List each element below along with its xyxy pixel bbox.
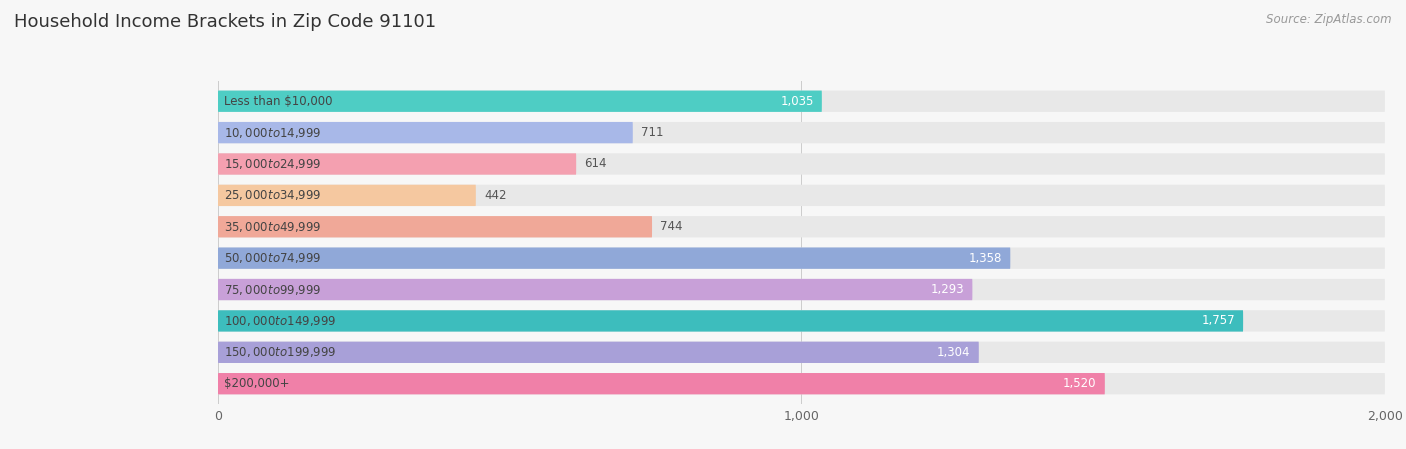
Text: 744: 744 (661, 220, 683, 233)
FancyBboxPatch shape (218, 185, 1385, 206)
FancyBboxPatch shape (218, 279, 1385, 300)
FancyBboxPatch shape (218, 185, 475, 206)
Text: 711: 711 (641, 126, 664, 139)
FancyBboxPatch shape (218, 91, 1385, 112)
FancyBboxPatch shape (218, 342, 979, 363)
FancyBboxPatch shape (218, 247, 1011, 269)
FancyBboxPatch shape (218, 310, 1385, 332)
FancyBboxPatch shape (218, 342, 1385, 363)
Text: 442: 442 (484, 189, 506, 202)
Text: $75,000 to $99,999: $75,000 to $99,999 (224, 282, 321, 296)
Text: Less than $10,000: Less than $10,000 (224, 95, 332, 108)
Text: $35,000 to $49,999: $35,000 to $49,999 (224, 220, 321, 234)
Text: 1,304: 1,304 (938, 346, 970, 359)
Text: 1,293: 1,293 (931, 283, 965, 296)
FancyBboxPatch shape (218, 373, 1105, 394)
FancyBboxPatch shape (218, 153, 1385, 175)
Text: $150,000 to $199,999: $150,000 to $199,999 (224, 345, 336, 359)
Text: $100,000 to $149,999: $100,000 to $149,999 (224, 314, 336, 328)
FancyBboxPatch shape (218, 122, 633, 143)
Text: $200,000+: $200,000+ (224, 377, 290, 390)
Text: $15,000 to $24,999: $15,000 to $24,999 (224, 157, 321, 171)
FancyBboxPatch shape (218, 279, 973, 300)
FancyBboxPatch shape (218, 91, 823, 112)
Text: 1,035: 1,035 (780, 95, 814, 108)
FancyBboxPatch shape (218, 216, 1385, 238)
FancyBboxPatch shape (218, 247, 1385, 269)
Text: $25,000 to $34,999: $25,000 to $34,999 (224, 189, 321, 202)
Text: 1,358: 1,358 (969, 251, 1002, 264)
FancyBboxPatch shape (218, 310, 1243, 332)
Text: Household Income Brackets in Zip Code 91101: Household Income Brackets in Zip Code 91… (14, 13, 436, 31)
FancyBboxPatch shape (218, 122, 1385, 143)
FancyBboxPatch shape (218, 216, 652, 238)
FancyBboxPatch shape (218, 153, 576, 175)
FancyBboxPatch shape (218, 373, 1385, 394)
Text: 614: 614 (585, 158, 607, 171)
Text: 1,757: 1,757 (1201, 314, 1234, 327)
Text: $50,000 to $74,999: $50,000 to $74,999 (224, 251, 321, 265)
Text: 1,520: 1,520 (1063, 377, 1097, 390)
Text: Source: ZipAtlas.com: Source: ZipAtlas.com (1267, 13, 1392, 26)
Text: $10,000 to $14,999: $10,000 to $14,999 (224, 126, 321, 140)
